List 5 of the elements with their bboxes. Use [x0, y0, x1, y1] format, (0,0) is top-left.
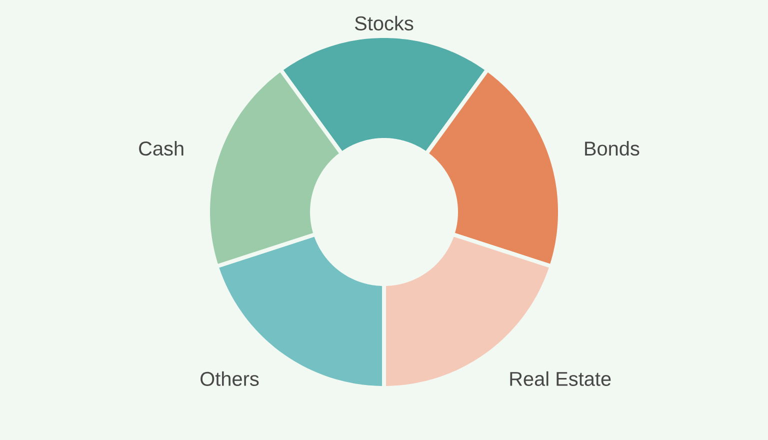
- slice-label: Others: [200, 371, 259, 386]
- slice-label: Bonds: [585, 141, 640, 156]
- slice-label: Real Estate: [510, 371, 611, 386]
- slice-label: Stocks: [355, 16, 414, 30]
- slice-label: Cash: [139, 141, 184, 156]
